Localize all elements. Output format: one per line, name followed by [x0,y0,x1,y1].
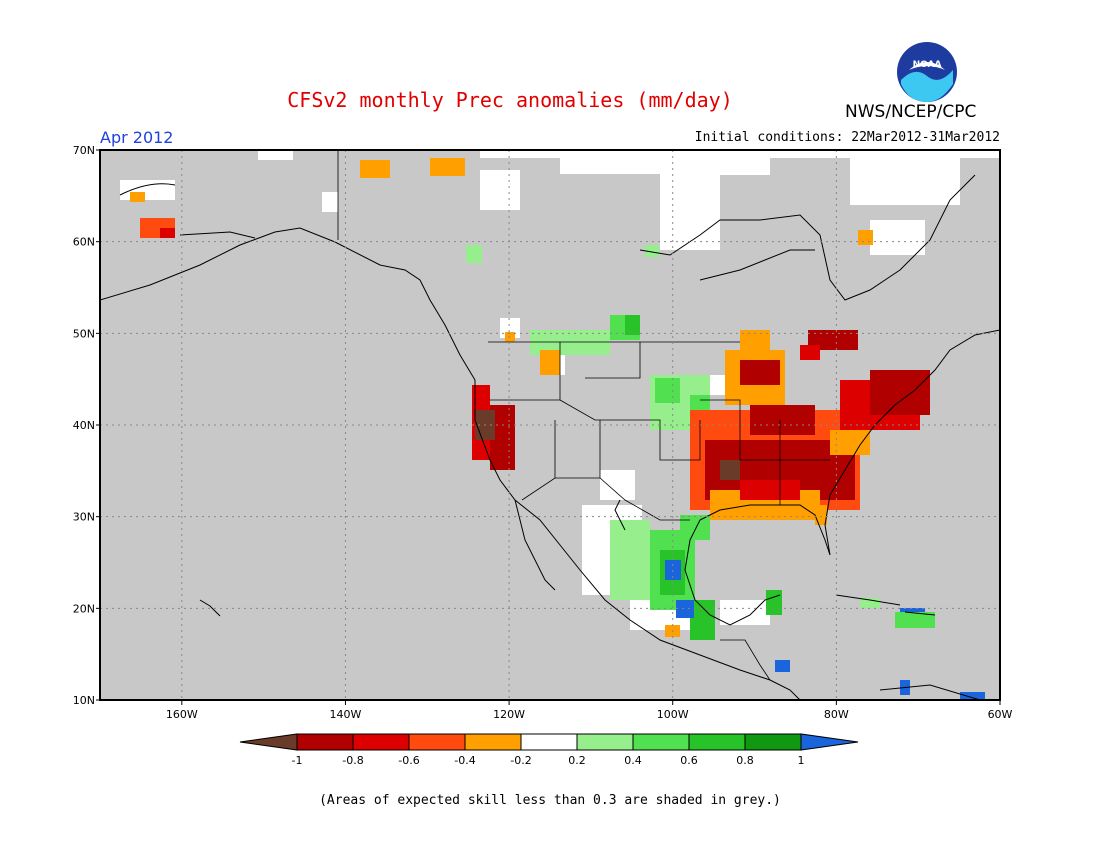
lon-tick-label: 80W [824,708,849,721]
lat-tick-label: 50N [73,327,95,340]
lon-tick-label: 160W [166,708,198,721]
lon-tick-label: 140W [330,708,362,721]
coastlines [100,174,1000,700]
lon-tick-label: 120W [493,708,525,721]
noaa-logo-text: NOAA [913,60,942,70]
colorbar-tick-label: -1 [292,754,303,767]
colorbar-swatch [688,733,746,751]
lat-tick-label: 10N [73,694,95,707]
graticule [100,150,1000,700]
colorbar-swatch [576,733,634,751]
colorbar-tick-label: 0.8 [736,754,754,767]
colorbar-swatch [296,733,354,751]
footnote: (Areas of expected skill less than 0.3 a… [319,793,781,808]
lat-tick-label: 40N [73,419,95,432]
lat-tick-label: 70N [73,144,95,157]
lon-tick-label: 100W [657,708,689,721]
agency-label: NWS/NCEP/CPC [845,102,977,122]
colorbar-tick-label: -0.4 [454,754,475,767]
colorbar-swatch [352,733,410,751]
lat-tick-label: 30N [73,511,95,524]
colorbar-tick-label: 0.6 [680,754,698,767]
lat-tick-label: 60N [73,236,95,249]
colorbar: -1 -0.8 -0.6 -0.4 -0.2 0.2 0.4 0.6 0.8 1 [239,733,859,767]
colorbar-tick-label: -0.2 [510,754,531,767]
colorbar-tick-label: 1 [798,754,805,767]
colorbar-left-arrow [239,733,298,751]
colorbar-tick-label: -0.8 [342,754,363,767]
colorbar-tick-label: 0.4 [624,754,642,767]
colorbar-tick-label: -0.6 [398,754,419,767]
colorbar-swatch [520,733,578,751]
colorbar-swatch [632,733,690,751]
political-borders [337,150,830,681]
initial-conditions: Initial conditions: 22Mar2012-31Mar2012 [694,130,1000,145]
colorbar-right-arrow [800,733,859,751]
colorbar-swatch [464,733,522,751]
lat-tick-label: 20N [73,602,95,615]
colorbar-swatch [408,733,466,751]
chart-title: CFSv2 monthly Prec anomalies (mm/day) [287,88,733,112]
colorbar-tick-label: 0.2 [568,754,586,767]
colorbar-swatch [744,733,802,751]
forecast-month: Apr 2012 [100,128,174,147]
lon-tick-label: 60W [988,708,1013,721]
noaa-logo: NOAA [895,40,959,108]
